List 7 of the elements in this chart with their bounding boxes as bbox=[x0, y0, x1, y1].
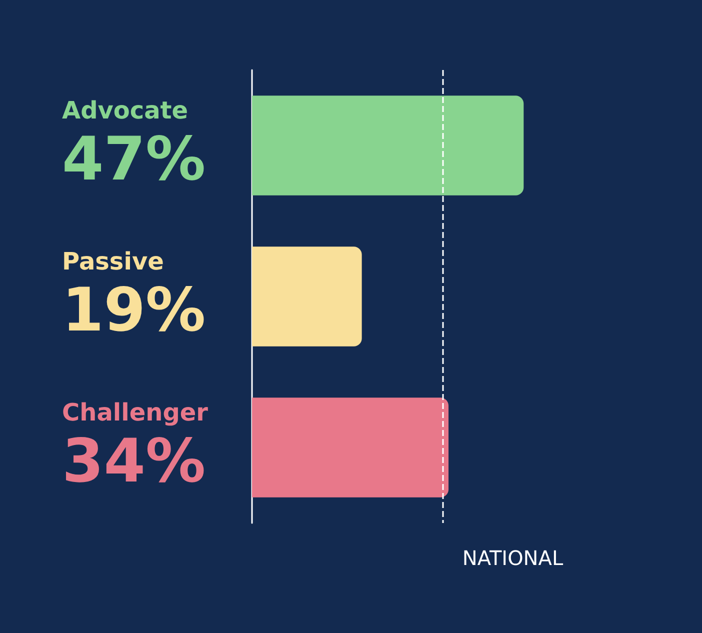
y-tick-label: Advocate bbox=[62, 96, 188, 124]
y-tick-label: Challenger bbox=[62, 398, 208, 426]
data-label: 34% bbox=[62, 426, 206, 496]
data-label: 19% bbox=[62, 276, 206, 346]
data-label: 47% bbox=[62, 124, 206, 194]
y-tick-label: Passive bbox=[62, 248, 164, 276]
ref-line-label: NATIONAL bbox=[462, 546, 564, 570]
